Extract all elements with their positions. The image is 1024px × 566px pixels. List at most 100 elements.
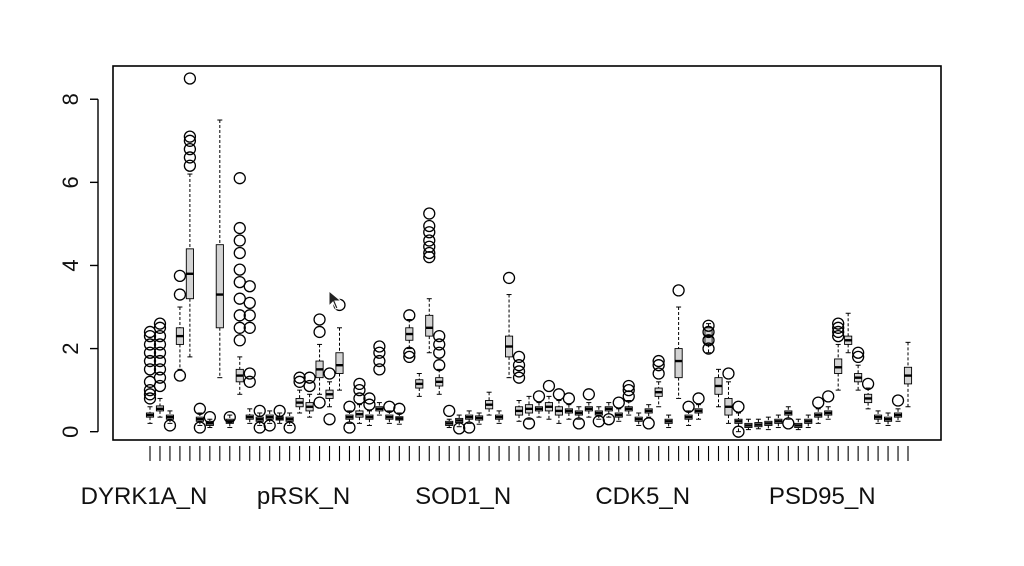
mouse-pointer-icon — [328, 290, 343, 310]
outlier-point — [692, 392, 705, 405]
y-tick-label: 8 — [58, 93, 83, 105]
outlier-point — [832, 321, 845, 334]
outlier-point — [143, 363, 157, 376]
outlier-point — [512, 350, 526, 364]
outlier-point — [373, 340, 386, 353]
outlier-point — [343, 400, 356, 413]
y-tick-label: 4 — [58, 259, 83, 271]
outlier-point — [433, 329, 446, 343]
outlier-point — [502, 271, 516, 285]
outlier-point — [522, 417, 536, 430]
outlier-point — [512, 365, 526, 378]
outlier-point — [702, 325, 715, 339]
box-iqr — [425, 314, 434, 337]
outlier-point — [403, 350, 416, 364]
outlier-point — [702, 334, 715, 347]
outlier-point — [243, 280, 256, 293]
outlier-point — [373, 363, 386, 376]
box-series — [143, 72, 913, 438]
outlier-point — [453, 422, 466, 435]
outlier-point — [273, 404, 286, 418]
outlier-point — [832, 325, 845, 339]
outlier-point — [363, 398, 376, 411]
outlier-point — [652, 367, 665, 380]
y-tick-label: 2 — [58, 342, 83, 354]
outlier-point — [433, 346, 446, 359]
outlier-point — [851, 350, 865, 364]
y-tick-label: 0 — [58, 426, 83, 438]
outlier-point — [423, 246, 436, 260]
outlier-point — [143, 388, 157, 401]
outlier-point — [163, 419, 177, 432]
outlier-point — [782, 417, 795, 430]
outlier-point — [622, 383, 635, 397]
outlier-point — [203, 410, 216, 424]
outlier-point — [313, 313, 326, 326]
outlier-point — [403, 346, 416, 359]
x-category-label: CDK5_N — [595, 483, 690, 510]
outlier-point — [891, 394, 905, 407]
outlier-point — [153, 363, 167, 376]
x-category-label: SOD1_N — [415, 483, 511, 510]
outlier-point — [143, 346, 157, 359]
box-iqr — [674, 348, 683, 379]
outlier-point — [652, 359, 665, 372]
outlier-point — [532, 390, 546, 403]
outlier-point — [143, 338, 157, 351]
outlier-point — [542, 379, 556, 393]
outlier-point — [313, 325, 326, 339]
outlier-point — [153, 354, 167, 368]
outlier-point — [233, 172, 246, 185]
outlier-point — [433, 338, 446, 351]
outlier-point — [233, 334, 246, 347]
outlier-point — [423, 226, 436, 239]
outlier-point — [512, 359, 526, 372]
outlier-point — [223, 410, 236, 424]
outlier-point — [153, 338, 167, 351]
outlier-point — [423, 207, 436, 220]
outlier-point — [722, 367, 735, 380]
outlier-point — [153, 321, 167, 334]
outlier-point — [143, 354, 157, 368]
outlier-point — [233, 221, 246, 235]
outlier-point — [602, 413, 615, 426]
outlier-point — [323, 413, 336, 426]
outlier-point — [562, 392, 576, 405]
outlier-point — [812, 396, 825, 409]
outlier-point — [323, 367, 336, 380]
outlier-point — [403, 309, 416, 322]
x-category-label: DYRK1A_N — [81, 483, 208, 510]
outlier-point — [832, 329, 845, 343]
outlier-point — [153, 346, 167, 359]
outlier-point — [622, 379, 635, 393]
outlier-point — [293, 371, 306, 384]
outlier-point — [173, 269, 187, 283]
outlier-point — [851, 346, 865, 359]
outlier-point — [243, 296, 256, 310]
outlier-point — [353, 377, 366, 391]
outlier-point — [183, 151, 197, 164]
outlier-point — [433, 359, 446, 372]
outlier-point — [233, 246, 246, 260]
outlier-point — [233, 234, 246, 247]
outlier-point — [353, 392, 366, 405]
box-iqr — [335, 352, 344, 374]
outlier-point — [153, 371, 167, 384]
x-axis: DYRK1A_N pRSK_N SOD1_N CDK5_N PSD95_N — [81, 446, 909, 510]
outlier-point — [652, 354, 665, 368]
outlier-point — [153, 329, 167, 343]
outlier-point — [183, 142, 197, 156]
outlier-point — [313, 396, 326, 409]
outlier-point — [702, 342, 715, 355]
outlier-point — [423, 234, 436, 247]
outlier-point — [702, 319, 715, 332]
outlier-point — [612, 396, 625, 409]
outlier-point — [682, 400, 695, 413]
outlier-point — [183, 134, 197, 147]
outlier-point — [303, 371, 316, 384]
outlier-point — [153, 379, 167, 393]
outlier-point — [253, 404, 266, 418]
outlier-point — [582, 388, 595, 401]
